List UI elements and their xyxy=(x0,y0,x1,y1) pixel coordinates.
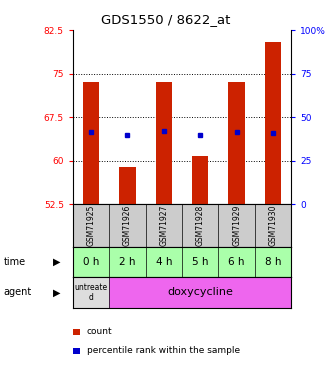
Text: 2 h: 2 h xyxy=(119,257,136,267)
Bar xyxy=(192,156,209,204)
Text: GSM71926: GSM71926 xyxy=(123,205,132,246)
Text: count: count xyxy=(87,327,112,336)
Text: GSM71925: GSM71925 xyxy=(86,205,96,246)
Text: untreate
d: untreate d xyxy=(74,283,108,302)
Text: 8 h: 8 h xyxy=(265,257,281,267)
Bar xyxy=(119,166,136,204)
Text: ▶: ▶ xyxy=(53,257,60,267)
Bar xyxy=(156,82,172,204)
Text: doxycycline: doxycycline xyxy=(167,287,233,297)
Text: percentile rank within the sample: percentile rank within the sample xyxy=(87,346,240,355)
Text: ▶: ▶ xyxy=(53,287,60,297)
Bar xyxy=(83,82,99,204)
Bar xyxy=(228,82,245,204)
Text: agent: agent xyxy=(3,287,31,297)
Bar xyxy=(265,42,281,204)
Text: 0 h: 0 h xyxy=(83,257,99,267)
Text: 5 h: 5 h xyxy=(192,257,209,267)
Text: GSM71927: GSM71927 xyxy=(159,205,168,246)
Text: GSM71929: GSM71929 xyxy=(232,205,241,246)
Text: 6 h: 6 h xyxy=(228,257,245,267)
Text: GDS1550 / 8622_at: GDS1550 / 8622_at xyxy=(101,13,230,26)
Text: 4 h: 4 h xyxy=(156,257,172,267)
Text: time: time xyxy=(3,257,25,267)
Text: GSM71930: GSM71930 xyxy=(268,205,278,246)
Bar xyxy=(109,277,291,308)
Bar xyxy=(73,277,109,308)
Text: GSM71928: GSM71928 xyxy=(196,205,205,246)
